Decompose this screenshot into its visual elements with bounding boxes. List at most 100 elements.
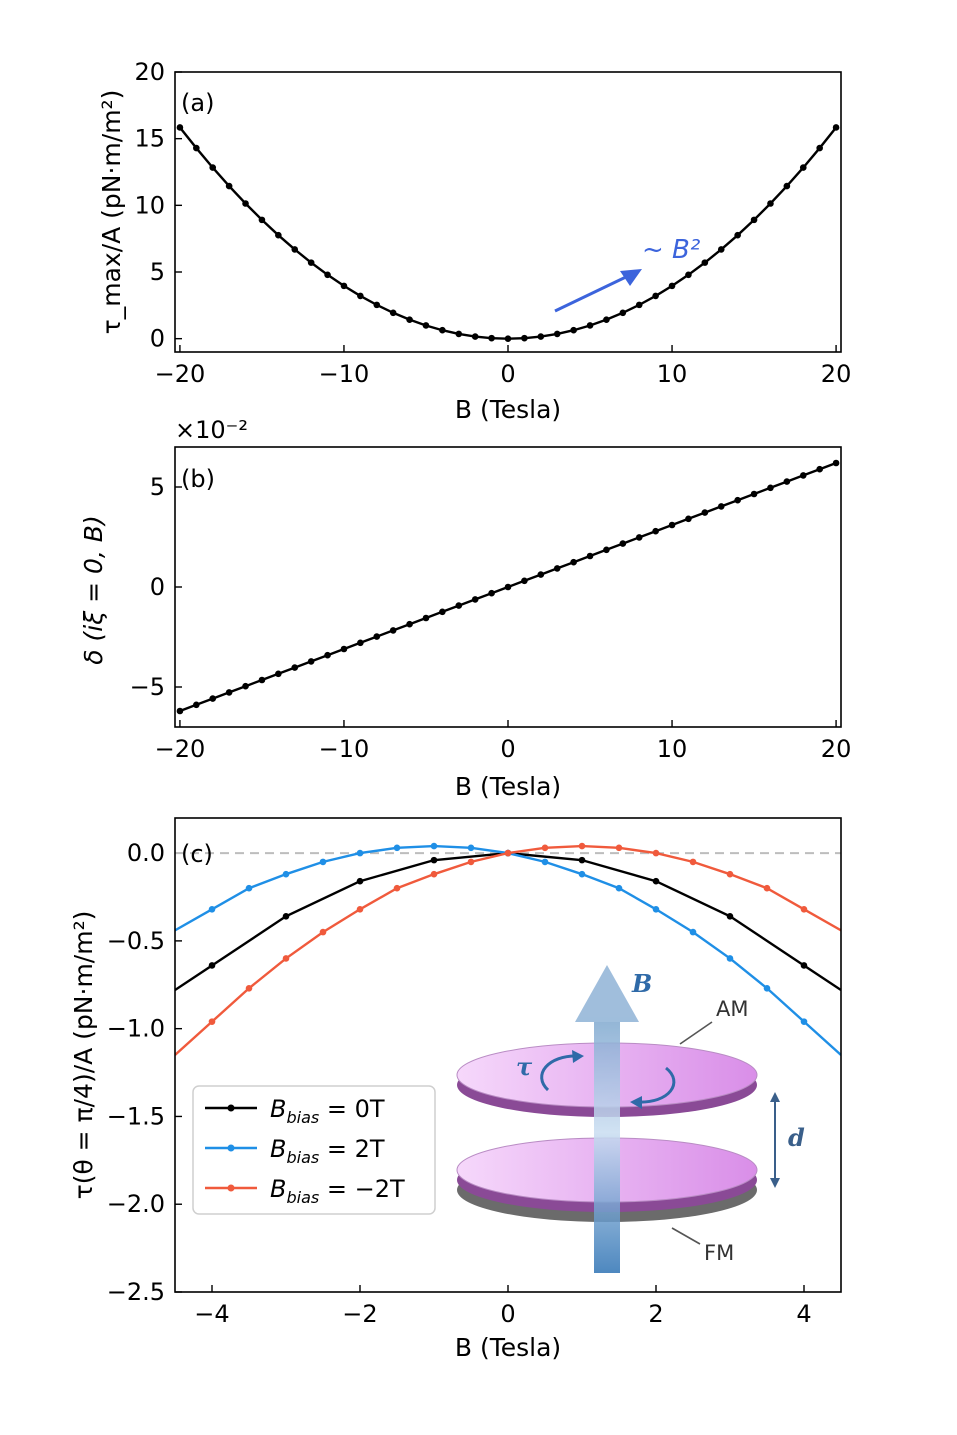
data-point (373, 301, 381, 309)
x-tick-label: 0 (500, 1300, 515, 1328)
data-point (430, 870, 438, 878)
data-point (578, 870, 586, 878)
data-point (258, 676, 266, 684)
data-point (685, 271, 692, 279)
data-point (209, 695, 217, 702)
panel-c-xlabel: B (Tesla) (455, 1333, 561, 1362)
data-point (553, 330, 561, 338)
data-point (242, 682, 249, 690)
data-point (467, 858, 475, 866)
data-point (357, 292, 364, 300)
y-tick-label: −2.0 (107, 1190, 165, 1218)
x-tick-label: −10 (319, 360, 370, 388)
data-point (340, 282, 348, 290)
data-point (258, 216, 266, 224)
data-point (275, 670, 282, 678)
data-point (689, 858, 697, 866)
x-tick-label: 0 (500, 360, 515, 388)
data-point (282, 913, 290, 920)
inset-d-label: d (788, 1123, 805, 1152)
data-point (635, 301, 643, 309)
data-point (488, 589, 495, 597)
x-tick-label: 10 (657, 360, 688, 388)
data-point (504, 335, 512, 342)
data-point (176, 707, 184, 715)
y-tick-label: 10 (134, 191, 165, 219)
panel-c-ticks: −4 −2 0 2 4 0.0 −0.5 −1.0 −1.5 −2.0 −2.5 (107, 839, 812, 1328)
data-point (373, 633, 381, 640)
data-point (685, 515, 692, 523)
data-point (689, 928, 697, 936)
data-point (324, 271, 331, 279)
separation-arrow (770, 1092, 780, 1188)
y-tick-label: 5 (150, 473, 165, 501)
data-point (430, 842, 438, 850)
y-tick-label: 5 (150, 258, 165, 286)
y-tick-label: −5 (130, 673, 165, 701)
panel-c-label: (c) (181, 840, 213, 868)
data-point (668, 521, 676, 529)
data-point (570, 326, 577, 334)
data-point (537, 333, 545, 340)
data-point (422, 614, 430, 622)
panel-a-frame (174, 71, 842, 353)
data-point (800, 905, 808, 913)
svg-text:Bbias = 2T: Bbias = 2T (270, 1135, 385, 1167)
y-tick-label: −2.5 (107, 1278, 165, 1306)
legend: Bbias = 0T Bbias = 2T Bbias = −2T (192, 1085, 436, 1215)
data-point (726, 955, 734, 962)
data-point (282, 955, 290, 962)
data-point (439, 608, 446, 616)
x-tick-label: −10 (319, 735, 370, 763)
panel-c-ylabel: τ(θ = π/4)/A (pN·m/m²) (69, 911, 98, 1200)
data-point (734, 231, 741, 239)
data-point (282, 870, 290, 878)
data-point (635, 534, 643, 541)
data-point (701, 509, 709, 516)
data-point (225, 689, 233, 696)
data-point (471, 333, 479, 340)
data-point (603, 546, 610, 554)
data-point (406, 620, 413, 628)
y-tick-label: −1.5 (107, 1102, 165, 1130)
panel-b-scale-label: ×10⁻² (175, 416, 248, 444)
data-point (701, 259, 709, 266)
data-point (521, 334, 528, 342)
y-tick-label: 20 (134, 58, 165, 86)
data-point (586, 322, 594, 329)
data-point (208, 905, 216, 913)
data-point (578, 856, 586, 864)
panel-c-frame (174, 817, 842, 1293)
data-point (767, 484, 774, 492)
data-point (553, 565, 561, 572)
x-tick-label: −4 (194, 1300, 229, 1328)
data-point (488, 334, 495, 342)
data-point (832, 459, 840, 467)
panel-a-xlabel: B (Tesla) (455, 395, 561, 424)
panel-a-label: (a) (181, 89, 214, 117)
legend-entry-2: Bbias = −2T (205, 1175, 405, 1207)
x-tick-label: 10 (657, 735, 688, 763)
data-point (356, 905, 364, 913)
data-point (717, 503, 725, 510)
y-tick-label: −1.0 (107, 1015, 165, 1043)
data-point (570, 558, 577, 566)
data-point (541, 844, 549, 852)
data-point (783, 478, 791, 485)
data-point (193, 144, 200, 152)
svg-text:Bbias = 0T: Bbias = 0T (270, 1095, 385, 1127)
panel-a-annotation: ~ B² (642, 235, 700, 265)
data-point (176, 124, 184, 131)
panel-c: −4 −2 0 2 4 0.0 −0.5 −1.0 −1.5 −2.0 −2.5 (c) B (Te… (69, 817, 842, 1362)
x-tick-label: 20 (821, 735, 852, 763)
data-point (356, 877, 364, 885)
data-point (439, 326, 446, 334)
panel-b-series (176, 459, 840, 715)
panel-a-ylabel: τ_max/A (pN·m/m²) (97, 90, 126, 335)
series-line-0 (175, 851, 841, 992)
data-point (726, 870, 734, 878)
data-point (726, 913, 734, 920)
panel-b-xlabel: B (Tesla) (455, 772, 561, 801)
torque-arrows (540, 1050, 676, 1109)
